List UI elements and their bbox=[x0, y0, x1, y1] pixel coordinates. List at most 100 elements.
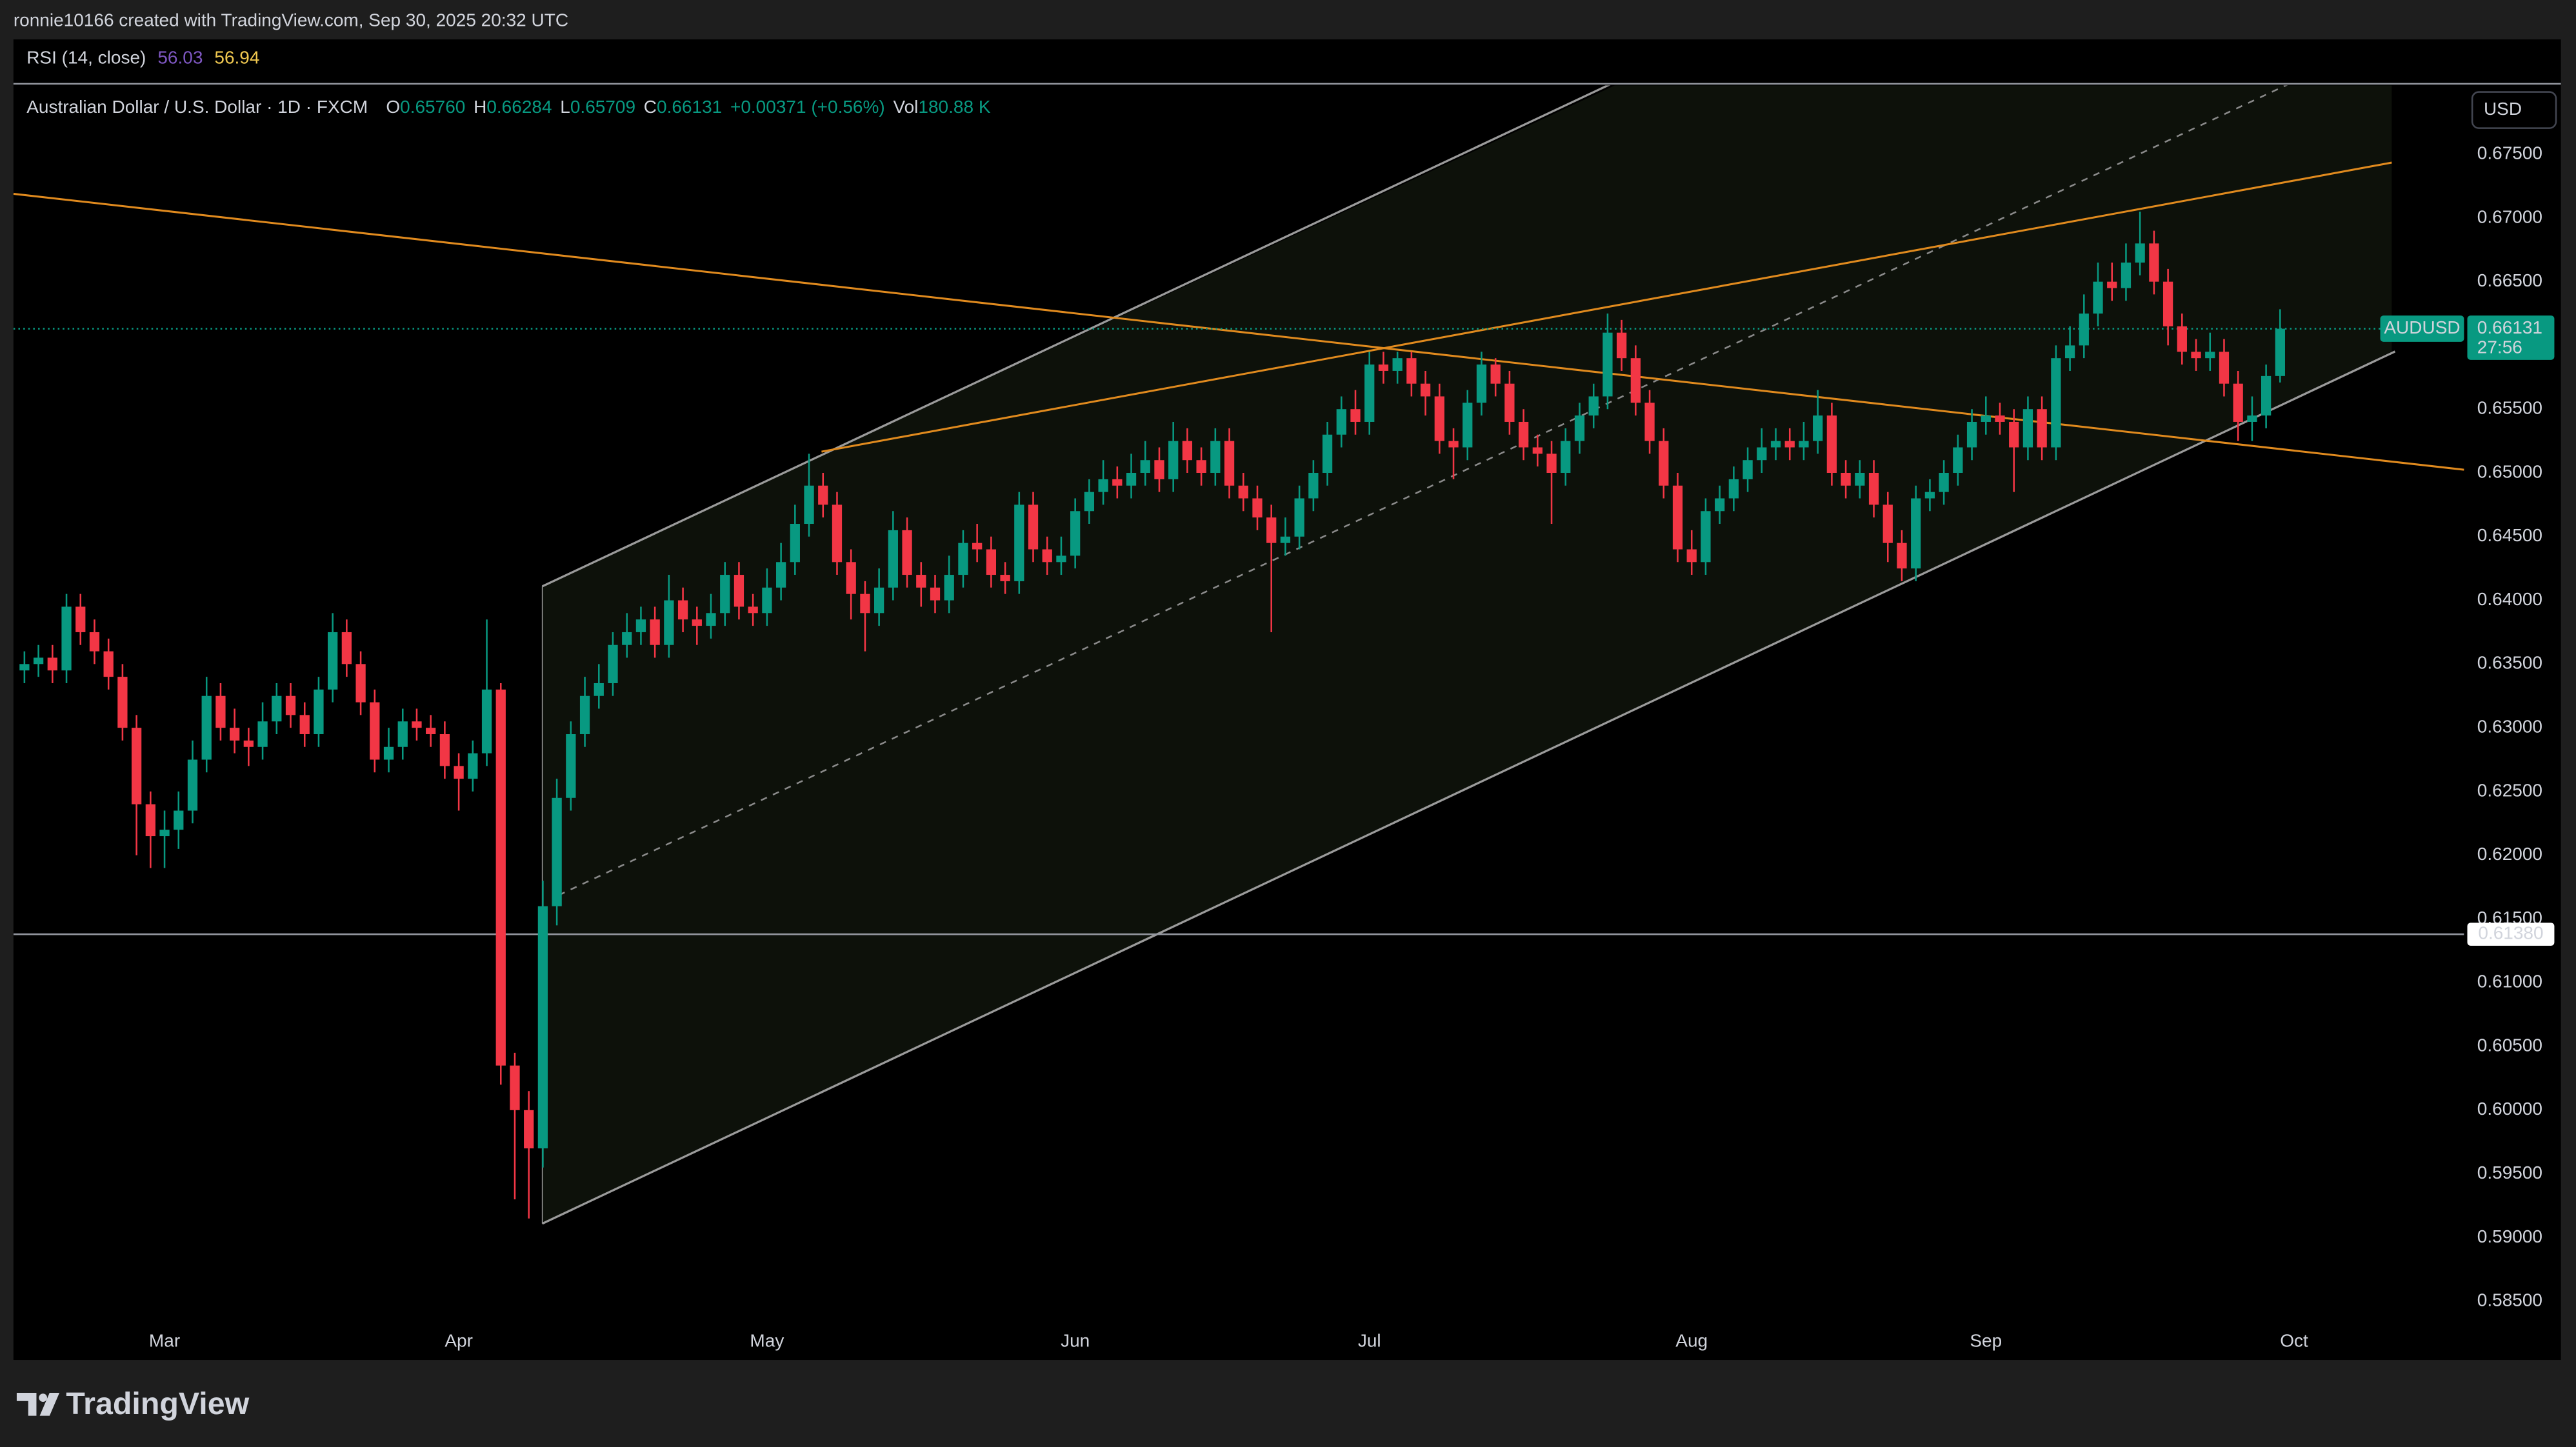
channel-fill bbox=[542, 85, 2392, 1224]
candle-body bbox=[692, 619, 702, 626]
candle-body bbox=[1238, 485, 1248, 499]
x-tick-label: May bbox=[750, 1330, 784, 1350]
candle-body bbox=[748, 606, 758, 614]
y-tick-label: 0.62000 bbox=[2477, 844, 2542, 864]
candle-body bbox=[272, 695, 282, 722]
candle-body bbox=[1742, 460, 1753, 479]
drawings bbox=[13, 85, 2464, 1225]
candle-body bbox=[860, 594, 870, 614]
candle-body bbox=[370, 702, 380, 760]
candle-body bbox=[1546, 454, 1557, 473]
candle-body bbox=[790, 524, 800, 563]
candle-body bbox=[230, 728, 240, 741]
candle-body bbox=[2051, 358, 2061, 448]
candle-body bbox=[89, 632, 100, 652]
candle-body bbox=[33, 657, 44, 664]
x-tick-label: Mar bbox=[149, 1330, 180, 1350]
candle-body bbox=[2205, 352, 2215, 359]
candle-body bbox=[1644, 403, 1655, 441]
candle-body bbox=[1196, 460, 1206, 473]
candle-body bbox=[1476, 364, 1487, 403]
y-tick-label: 0.59000 bbox=[2477, 1226, 2542, 1246]
candle-body bbox=[1112, 479, 1123, 486]
candle-body bbox=[383, 746, 394, 760]
candle-body bbox=[355, 664, 366, 703]
legend-volume-value: 180.88 K bbox=[918, 97, 990, 117]
legend-value: 0.66131 bbox=[657, 97, 722, 117]
candle-body bbox=[986, 549, 997, 575]
horizontal-line-label: 0.61380 bbox=[2478, 923, 2543, 943]
candle-body bbox=[874, 587, 884, 614]
y-tick-label: 0.63000 bbox=[2477, 717, 2542, 737]
y-tick-label: 0.66500 bbox=[2477, 270, 2542, 290]
candle-body bbox=[1728, 479, 1739, 499]
y-tick-label: 0.64000 bbox=[2477, 589, 2542, 609]
candle-body bbox=[75, 606, 86, 632]
candle-body bbox=[243, 740, 254, 747]
candle-body bbox=[1504, 383, 1515, 422]
candle-body bbox=[579, 695, 590, 735]
candle-body bbox=[1463, 403, 1473, 448]
candle-body bbox=[1757, 447, 1767, 461]
price-lines bbox=[13, 328, 2464, 935]
candle-body bbox=[1826, 415, 1837, 473]
candle-body bbox=[1813, 415, 1823, 441]
candle-body bbox=[832, 504, 843, 563]
candle-body bbox=[187, 759, 198, 811]
y-tick-label: 0.58500 bbox=[2477, 1290, 2542, 1310]
candle-body bbox=[1855, 472, 1865, 486]
candle-body bbox=[888, 530, 898, 588]
candle-body bbox=[635, 619, 646, 632]
brand-logo bbox=[16, 1392, 60, 1416]
candle-body bbox=[1630, 358, 1641, 403]
candle-body bbox=[2064, 345, 2075, 359]
channel-lower bbox=[541, 350, 2396, 1225]
candle-body bbox=[285, 695, 296, 715]
candle-body bbox=[944, 575, 954, 601]
candle-body bbox=[1659, 441, 1669, 486]
candle-body bbox=[1672, 485, 1683, 550]
candle-body bbox=[2162, 281, 2173, 326]
candle-body bbox=[1028, 504, 1039, 550]
candle-body bbox=[2037, 409, 2047, 448]
candle-body bbox=[103, 651, 114, 677]
candle-body bbox=[2275, 328, 2285, 376]
candle-body bbox=[1378, 364, 1389, 371]
instrument-title: Australian Dollar / U.S. Dollar · 1D · F… bbox=[26, 97, 368, 117]
candle-body bbox=[299, 715, 310, 735]
candle-body bbox=[1098, 479, 1108, 492]
candle-body bbox=[1126, 472, 1137, 486]
candle-body bbox=[2022, 409, 2033, 448]
candle-body bbox=[1014, 504, 1024, 581]
y-tick-label: 0.65000 bbox=[2477, 461, 2542, 481]
y-tick-label: 0.67500 bbox=[2477, 143, 2542, 163]
candle-body bbox=[1434, 396, 1444, 441]
candle-body bbox=[2093, 281, 2103, 314]
candle-body bbox=[664, 600, 674, 645]
candle-body bbox=[1000, 575, 1010, 581]
candle-body bbox=[495, 689, 506, 1066]
candle-body bbox=[594, 683, 604, 696]
candle-body bbox=[1336, 409, 1346, 435]
y-tick-label: 0.62500 bbox=[2477, 780, 2542, 800]
legend-change: +0.00371 (+0.56%) bbox=[730, 97, 885, 117]
candle-body bbox=[1140, 460, 1150, 473]
candle-body bbox=[1588, 396, 1599, 416]
x-tick-label: Jun bbox=[1061, 1330, 1090, 1350]
legend-key: C bbox=[644, 97, 657, 117]
currency-box[interactable] bbox=[2471, 91, 2557, 129]
candle-body bbox=[958, 543, 968, 575]
candle-body bbox=[174, 810, 184, 830]
y-tick-label: 0.65500 bbox=[2477, 398, 2542, 418]
candle-body bbox=[47, 657, 57, 671]
legend-key: L bbox=[560, 97, 570, 117]
candle-body bbox=[131, 728, 142, 804]
trend-line bbox=[821, 161, 2392, 453]
candle-body bbox=[439, 734, 450, 766]
indicator-header: RSI (14, close) 56.03 56.94 bbox=[26, 48, 259, 68]
currency[interactable]: USD bbox=[2484, 99, 2522, 119]
candle-body bbox=[775, 562, 786, 588]
candles bbox=[19, 211, 2285, 1219]
candle-body bbox=[2121, 263, 2132, 288]
candle-body bbox=[677, 600, 688, 620]
